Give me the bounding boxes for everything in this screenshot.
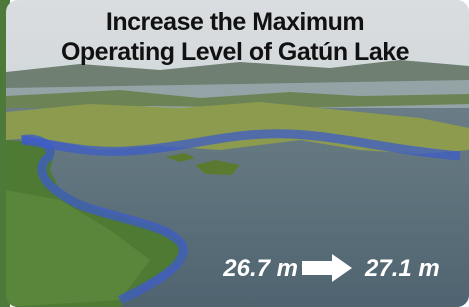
title-line: Increase the Maximum [106, 8, 364, 36]
title-line: Operating Level of Gatún Lake [61, 38, 410, 66]
level-to: 27.1 m [364, 255, 440, 282]
screenshot: Increase the Maximum Operating Level of … [0, 0, 469, 307]
level-from: 26.7 m [222, 255, 298, 282]
